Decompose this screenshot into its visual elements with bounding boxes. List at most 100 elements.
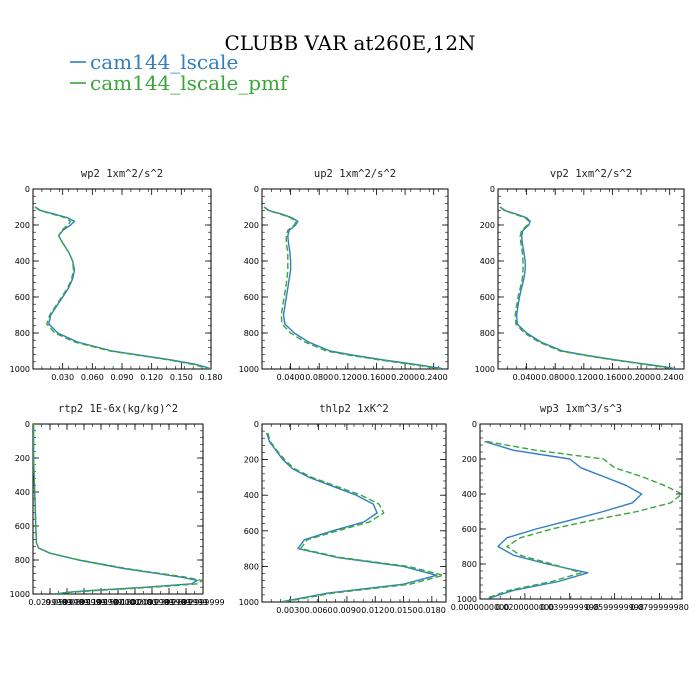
y-tick-label: 0 <box>472 420 477 429</box>
y-tick-label: 600 <box>244 527 259 536</box>
y-tick-label: 0 <box>25 420 30 429</box>
panel-5: wp3 1xm^3/s^3 0 200 400 600 800 10000.00000000… <box>451 403 689 612</box>
y-tick-label: 200 <box>480 221 495 230</box>
y-tick-label: 0 <box>490 185 495 194</box>
x-tick-label: 0.1500000 <box>96 598 139 607</box>
x-tick-label: 0.0200000000 <box>496 603 555 612</box>
y-tick-label: 200 <box>15 221 30 230</box>
x-tick-label: 0.2000 <box>627 373 655 382</box>
x-tick-label: 0.030 <box>51 373 74 382</box>
x-tick-label: 0.1600 <box>362 373 390 382</box>
series-line-1 <box>33 424 203 594</box>
panel-0: wp2 1xm^2/s^2 0 200 400 600 800 1000 0.030 0.060… <box>10 168 223 382</box>
plot-frame-2 <box>497 188 685 370</box>
y-tick-label: 400 <box>244 491 259 500</box>
panel-4: thlp2 1xK^2 0 200 400 600 800 1000 0.0030 0.0060… <box>239 403 447 615</box>
figure-title: CLUBB VAR at260E,12N <box>224 31 475 55</box>
x-tick-label: 0.1800000 <box>113 598 156 607</box>
series-line-0 <box>263 206 445 369</box>
series-line-0 <box>34 206 211 369</box>
y-tick-label: 200 <box>15 454 30 463</box>
y-tick-label: 800 <box>480 329 495 338</box>
y-tick-label: 0 <box>254 420 259 429</box>
panel-3: rtp2 1E-6x(kg/kg)^2 0 200 400 600 800 10000.02… <box>10 403 225 607</box>
x-tick-label: 0.2400 <box>420 373 448 382</box>
x-tick-label: 0.150 <box>170 373 193 382</box>
plot-frame-3 <box>32 423 204 595</box>
x-tick-label: 0.0800 <box>541 373 569 382</box>
y-tick-label: 800 <box>15 329 30 338</box>
x-tick-label: 0.2400 <box>656 373 684 382</box>
y-tick-label: 1000 <box>239 598 259 607</box>
y-tick-label: 200 <box>244 456 259 465</box>
y-tick-label: 800 <box>462 560 477 569</box>
series-line-1 <box>484 440 682 599</box>
y-tick-label: 600 <box>462 525 477 534</box>
y-tick-label: 0 <box>25 185 30 194</box>
panel-title-1: up2 1xm^2/s^2 <box>314 168 396 180</box>
panel-title-5: wp3 1xm^3/s^3 <box>540 403 622 415</box>
y-tick-label: 1000 <box>10 590 30 599</box>
series-line-1 <box>499 206 675 369</box>
series-line-1 <box>34 206 210 369</box>
y-tick-label: 400 <box>244 257 259 266</box>
x-tick-label: 0.0120 <box>361 606 389 615</box>
x-tick-label: 0.0599999 <box>45 598 88 607</box>
series-line-0 <box>266 432 438 602</box>
y-tick-label: 600 <box>244 293 259 302</box>
x-tick-label: 0.0150 <box>390 606 418 615</box>
x-tick-label: 0.0399999998 <box>541 603 600 612</box>
y-tick-label: 200 <box>462 455 477 464</box>
x-tick-label: 0.1199999 <box>79 598 122 607</box>
y-tick-label: 400 <box>15 257 30 266</box>
legend: cam144_lscale cam144_lscale_pmf <box>70 50 289 95</box>
legend-label-1: cam144_lscale_pmf <box>90 71 289 95</box>
panel-1: up2 1xm^2/s^2 0 200 400 600 800 1000 0.0400 0.08… <box>239 168 449 382</box>
x-tick-label: 0.0899999 <box>62 598 105 607</box>
x-tick-label: 0.090 <box>111 373 134 382</box>
y-tick-label: 1000 <box>239 365 259 374</box>
x-tick-label: 0.0000000000 <box>451 603 510 612</box>
y-tick-label: 800 <box>15 556 30 565</box>
x-tick-label: 0.0599999998 <box>585 603 644 612</box>
x-tick-label: 0.2999999 <box>181 598 224 607</box>
x-tick-label: 0.0030 <box>276 606 304 615</box>
x-tick-label: 0.1200 <box>334 373 362 382</box>
legend-label-0: cam144_lscale <box>90 50 238 74</box>
x-tick-label: 0.0180 <box>418 606 446 615</box>
panels: wp2 1xm^2/s^2 0 200 400 600 800 1000 0.030 0.060… <box>10 168 689 615</box>
x-tick-label: 0.120 <box>140 373 163 382</box>
x-tick-label: 0.060 <box>81 373 104 382</box>
panel-title-2: vp2 1xm^2/s^2 <box>550 168 632 180</box>
x-tick-label: 0.0800 <box>305 373 333 382</box>
y-tick-label: 600 <box>15 522 30 531</box>
x-tick-label: 0.1200 <box>570 373 598 382</box>
y-tick-label: 600 <box>480 293 495 302</box>
y-tick-label: 200 <box>244 221 259 230</box>
y-tick-label: 400 <box>462 490 477 499</box>
y-tick-label: 400 <box>15 488 30 497</box>
panel-title-0: wp2 1xm^2/s^2 <box>81 168 163 180</box>
series-line-0 <box>499 206 677 369</box>
x-tick-label: 0.2000 <box>391 373 419 382</box>
x-tick-label: 0.2099999 <box>130 598 173 607</box>
x-tick-label: 0.180 <box>200 373 223 382</box>
x-tick-label: 0.2699999 <box>164 598 207 607</box>
x-tick-label: 0.2399999 <box>147 598 190 607</box>
panel-title-3: rtp2 1E-6x(kg/kg)^2 <box>58 403 178 415</box>
x-tick-label: 0.1600 <box>598 373 626 382</box>
y-tick-label: 800 <box>244 562 259 571</box>
x-tick-label: 0.0799999980 <box>630 603 689 612</box>
x-tick-label: 0.0400 <box>513 373 541 382</box>
y-tick-label: 600 <box>15 293 30 302</box>
y-tick-label: 0 <box>254 185 259 194</box>
x-tick-label: 0.0090 <box>333 606 361 615</box>
y-tick-label: 1000 <box>10 365 30 374</box>
series-line-1 <box>267 432 444 602</box>
y-tick-label: 800 <box>244 329 259 338</box>
x-tick-label: 0.0400 <box>277 373 305 382</box>
plot-frame-4 <box>261 423 447 603</box>
series-line-0 <box>33 424 199 594</box>
series-line-1 <box>263 206 441 369</box>
